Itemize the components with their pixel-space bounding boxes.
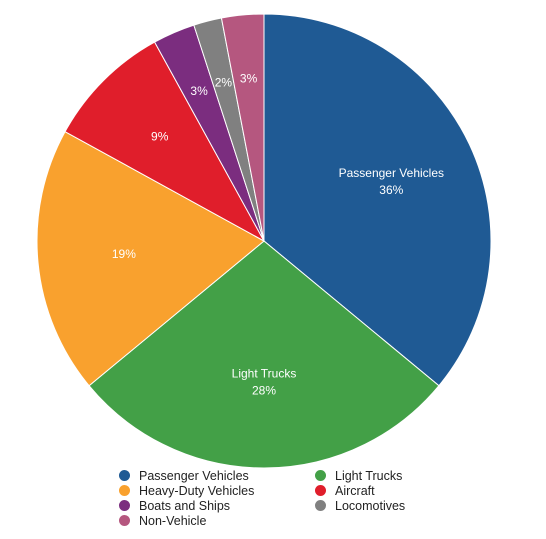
legend-label: Non-Vehicle [139, 513, 207, 528]
legend-swatch [119, 515, 130, 526]
legend-label: Passenger Vehicles [139, 468, 249, 483]
slice-value-label-non-vehicle: 3% [240, 71, 258, 85]
legend-swatch [315, 500, 326, 511]
slice-value-label-passenger-vehicles: 36% [379, 183, 403, 197]
legend-item-locomotives: Locomotives [315, 498, 449, 513]
legend-label: Locomotives [335, 498, 406, 513]
legend-swatch [119, 470, 130, 481]
legend-item-passenger-vehicles: Passenger Vehicles [119, 468, 315, 483]
legend-swatch [315, 470, 326, 481]
legend-item-light-trucks: Light Trucks [315, 468, 449, 483]
slice-value-label-heavy-duty-vehicles: 19% [112, 247, 136, 261]
legend-swatch [119, 500, 130, 511]
legend-item-boats-and-ships: Boats and Ships [119, 498, 315, 513]
slice-value-label-light-trucks: 28% [252, 384, 276, 398]
slice-value-label-boats-and-ships: 3% [190, 84, 208, 98]
pie-slice-light-trucks [88, 240, 440, 469]
pie-slices [36, 13, 492, 469]
legend-label: Aircraft [335, 483, 375, 498]
legend-label: Light Trucks [335, 468, 403, 483]
slice-value-label-aircraft: 9% [151, 130, 169, 144]
slice-name-label-passenger-vehicles: Passenger Vehicles [339, 166, 444, 180]
pie-labels: Passenger Vehicles 36% Light Trucks 28% 19% 9… [112, 71, 444, 397]
pie-slice-aircraft [64, 41, 266, 243]
slice-value-label-locomotives: 2% [215, 76, 233, 90]
slice-name-label-light-trucks: Light Trucks [232, 367, 297, 381]
legend-item-aircraft: Aircraft [315, 483, 449, 498]
legend-label: Heavy-Duty Vehicles [139, 483, 255, 498]
pie-slice-non-vehicle [220, 13, 265, 242]
pie-slice-passenger-vehicles [263, 13, 492, 387]
legend-label: Boats and Ships [139, 498, 231, 513]
legend-swatch [119, 485, 130, 496]
legend-swatch [315, 485, 326, 496]
legend-item-non-vehicle: Non-Vehicle [119, 513, 315, 528]
legend: Passenger Vehicles Light Trucks Heavy-Duty… [119, 468, 449, 528]
pie-slice-heavy-duty-vehicles [36, 130, 265, 387]
legend-item-heavy-duty-vehicles: Heavy-Duty Vehicles [119, 483, 315, 498]
